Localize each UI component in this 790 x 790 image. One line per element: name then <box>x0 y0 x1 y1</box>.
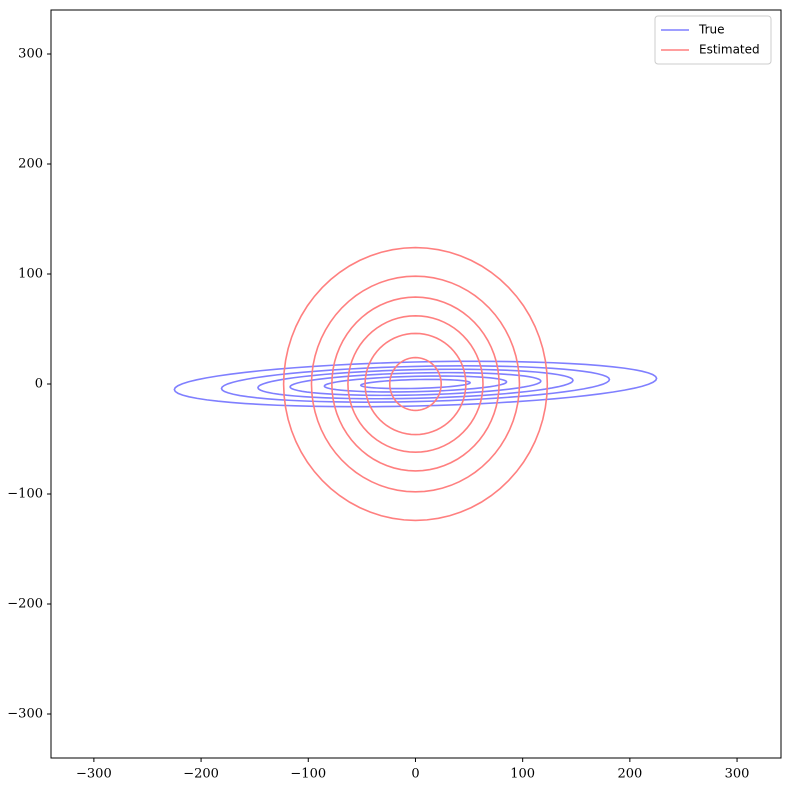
y-tick-label: 300 <box>18 47 43 62</box>
legend-box <box>654 15 772 65</box>
contour-line <box>323 375 508 393</box>
contour-line <box>359 378 472 390</box>
x-tick-label: 0 <box>411 767 419 782</box>
x-tick-label: 200 <box>617 767 642 782</box>
y-tick-label: −200 <box>7 597 43 612</box>
contour-line <box>331 296 500 472</box>
y-tick-label: 200 <box>18 157 43 172</box>
contour-line <box>364 332 467 436</box>
axes-frame <box>50 9 782 759</box>
contour-line <box>173 360 658 408</box>
contour-line <box>282 246 549 522</box>
contour-line <box>220 365 611 403</box>
y-tick-label: −300 <box>7 707 43 722</box>
x-tick-label: 100 <box>510 767 535 782</box>
y-tick-label: −100 <box>7 487 43 502</box>
x-tick-label: 300 <box>725 767 750 782</box>
contour-line <box>347 314 484 454</box>
legend-label: True <box>698 23 725 37</box>
y-tick-label: 100 <box>18 267 43 282</box>
plot-area <box>173 246 658 522</box>
y-tick-label: 0 <box>35 377 43 392</box>
contour-line <box>257 368 574 400</box>
contour-line <box>310 275 521 493</box>
legend-label: Estimated <box>699 43 760 57</box>
x-tick-label: −100 <box>290 767 326 782</box>
x-tick-label: −300 <box>76 767 112 782</box>
contour-line <box>388 356 442 412</box>
x-tick-label: −200 <box>183 767 219 782</box>
contour-line <box>289 371 542 397</box>
